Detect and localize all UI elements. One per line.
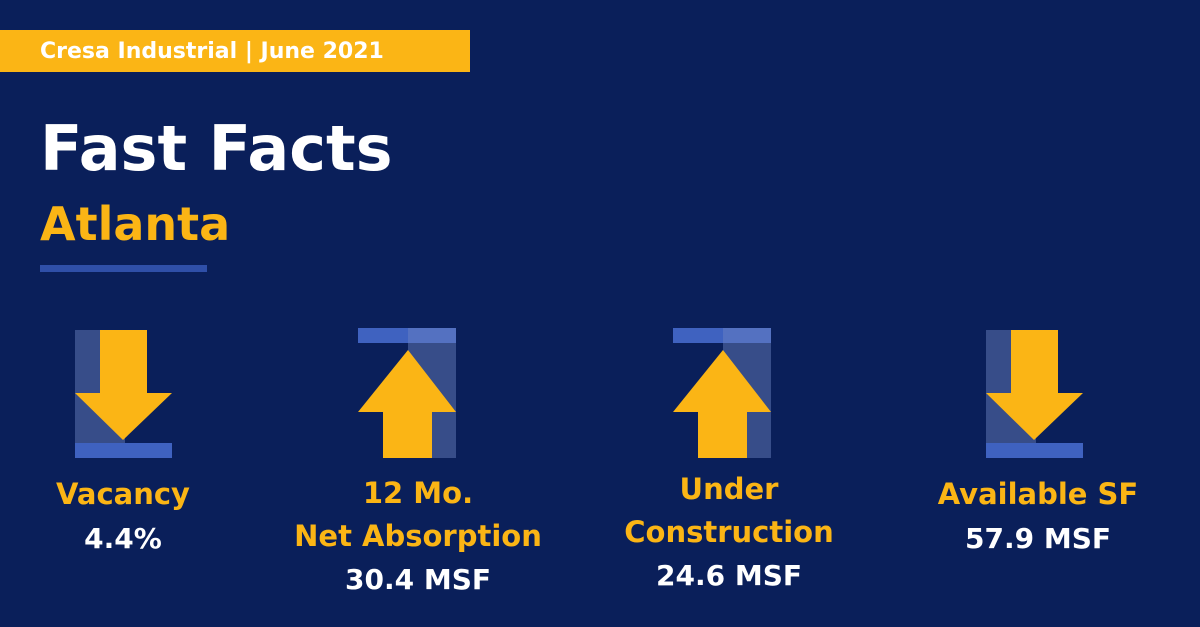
fact-label: Construction (624, 515, 834, 549)
fact-label: 12 Mo. (363, 476, 473, 510)
up-arrow-icon (673, 328, 771, 458)
title: Fast Facts (40, 112, 393, 185)
down-arrow-icon (75, 330, 172, 458)
fact-value: 30.4 MSF (345, 563, 491, 596)
fact-label: Net Absorption (294, 519, 542, 553)
down-arrow-icon (986, 330, 1083, 458)
fact-value: 24.6 MSF (656, 559, 802, 592)
fact-label: Vacancy (56, 477, 190, 511)
subtitle: Atlanta (40, 197, 230, 251)
fact-value: 4.4% (84, 522, 162, 555)
fact-label: Available SF (938, 477, 1139, 511)
fact-value: 57.9 MSF (965, 522, 1111, 555)
badge (0, 30, 470, 72)
divider (40, 265, 207, 272)
up-arrow-icon (358, 328, 456, 458)
badge-text: Cresa Industrial | June 2021 (40, 39, 384, 64)
fact-label: Under (680, 472, 780, 506)
